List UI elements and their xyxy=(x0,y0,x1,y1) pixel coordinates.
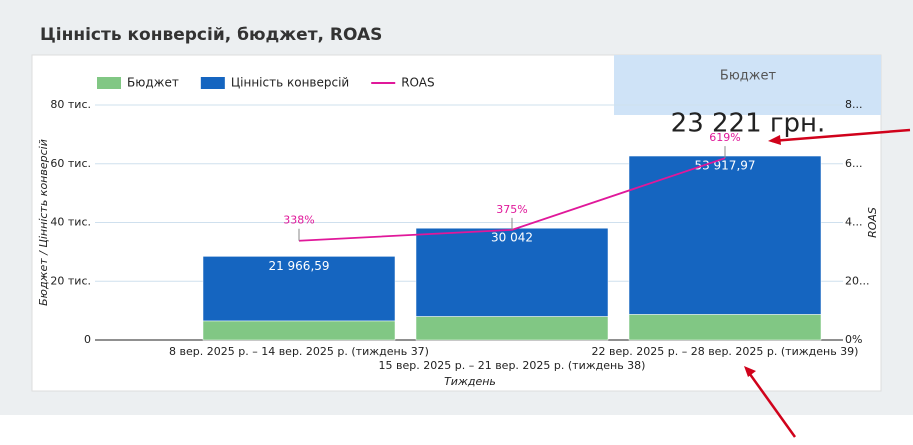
y2-tick-label: 6... xyxy=(845,157,863,170)
y-tick-label: 40 тис. xyxy=(50,216,91,229)
bar-segment xyxy=(415,316,609,341)
y2-axis-title: ROAS xyxy=(866,207,879,238)
tooltip-box xyxy=(614,55,881,115)
bar-value-label: 53 917,97 xyxy=(694,159,755,173)
legend-swatch xyxy=(97,77,121,89)
arrow xyxy=(771,128,911,143)
legend-swatch xyxy=(200,77,225,89)
tooltip-title: Бюджет xyxy=(720,69,777,84)
arrow-head xyxy=(768,135,781,145)
bar-value-label: 30 042 xyxy=(491,231,533,245)
x-tick-label: 22 вер. 2025 р. – 28 вер. 2025 р. (тижде… xyxy=(592,345,859,358)
x-axis-title: Тиждень xyxy=(444,375,496,388)
roas-value-label: 338% xyxy=(283,214,314,227)
bar-segment xyxy=(628,155,822,315)
legend-label: Цінність конверсій xyxy=(231,76,349,90)
bar-segment xyxy=(202,320,396,341)
y2-tick-label: 8... xyxy=(845,98,863,111)
roas-value-label: 375% xyxy=(496,203,527,216)
y2-tick-label: 4... xyxy=(845,216,863,229)
y-tick-label: 60 тис. xyxy=(50,157,91,170)
tooltip-value: 23 221 грн. xyxy=(671,109,826,139)
y-tick-label: 20 тис. xyxy=(50,274,91,287)
bar-segment xyxy=(202,256,396,322)
x-tick-label: 15 вер. 2025 р. – 21 вер. 2025 р. (тижде… xyxy=(379,359,646,372)
bar-segment xyxy=(415,227,609,317)
arrow xyxy=(745,369,797,438)
y-tick-label: 80 тис. xyxy=(50,98,91,111)
page-title: Цінність конверсій, бюджет, ROAS xyxy=(40,25,382,45)
legend-label: Бюджет xyxy=(127,76,179,90)
y2-tick-label: 20... xyxy=(845,274,870,287)
plot: 0 20 тис. 40 тис. 60 тис. 80 тис. 0% 20... 4...… xyxy=(37,76,879,389)
y-tick-label: 0 xyxy=(84,333,91,346)
roas-value-label: 619% xyxy=(709,131,740,144)
x-tick-label: 8 вер. 2025 р. – 14 вер. 2025 р. (тижден… xyxy=(169,345,429,358)
arrow-head xyxy=(744,366,756,377)
y-axis-title: Бюджет / Цінність конверсій xyxy=(37,139,50,306)
y2-tick-label: 0% xyxy=(845,333,862,346)
legend-label: ROAS xyxy=(401,76,434,90)
bar-value-label: 21 966,59 xyxy=(268,259,329,273)
bar-segment xyxy=(628,314,822,341)
